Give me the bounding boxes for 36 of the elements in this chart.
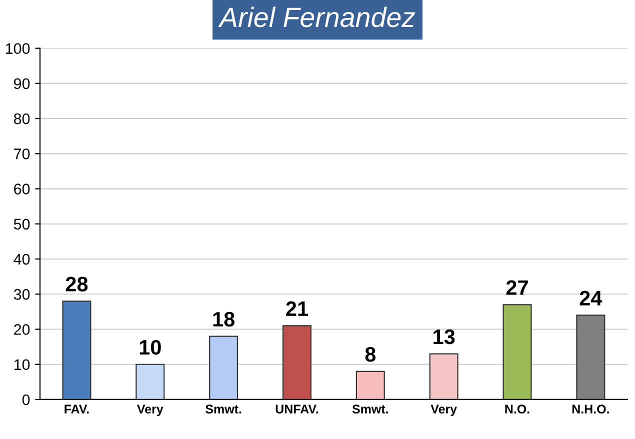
x-tick-label: N.O.: [505, 404, 530, 414]
y-tick-label: 10: [14, 359, 30, 370]
x-tick-label: Smwt.: [352, 404, 388, 414]
data-label: 8: [365, 346, 376, 362]
y-tick-label: 30: [14, 289, 30, 300]
y-tick-label: 100: [6, 43, 30, 54]
data-label: 21: [286, 301, 308, 316]
chart-title: Ariel Fernandez: [218, 6, 416, 28]
bar: [356, 370, 385, 400]
y-tick-label: 60: [14, 184, 30, 194]
bar: [502, 304, 532, 400]
bar: [429, 353, 458, 400]
x-tick-label: UNFAV.: [276, 404, 318, 414]
y-tick-label: 40: [14, 254, 30, 265]
x-tick-label: FAV.: [64, 404, 89, 414]
y-tick-label: 50: [14, 218, 30, 230]
bar: [136, 364, 165, 400]
data-label: 27: [506, 280, 528, 295]
bar: [209, 336, 238, 400]
bar: [576, 314, 606, 400]
y-tick-label: 80: [14, 113, 30, 124]
data-label: 24: [580, 290, 602, 306]
y-tick-label: 70: [14, 148, 30, 160]
y-tick-label: 0: [22, 394, 30, 406]
y-tick-label: 20: [14, 324, 30, 335]
data-label: 28: [66, 276, 88, 292]
x-tick-label: N.H.O.: [572, 404, 609, 414]
x-tick-label: Very: [430, 404, 457, 416]
bar: [282, 325, 312, 400]
bar: [62, 300, 92, 400]
x-tick-label: Very: [137, 404, 164, 416]
x-tick-label: Smwt.: [206, 404, 242, 414]
data-label: 18: [213, 312, 235, 327]
data-label: 13: [434, 329, 455, 344]
data-label: 10: [140, 340, 161, 355]
y-tick-label: 90: [14, 78, 30, 90]
